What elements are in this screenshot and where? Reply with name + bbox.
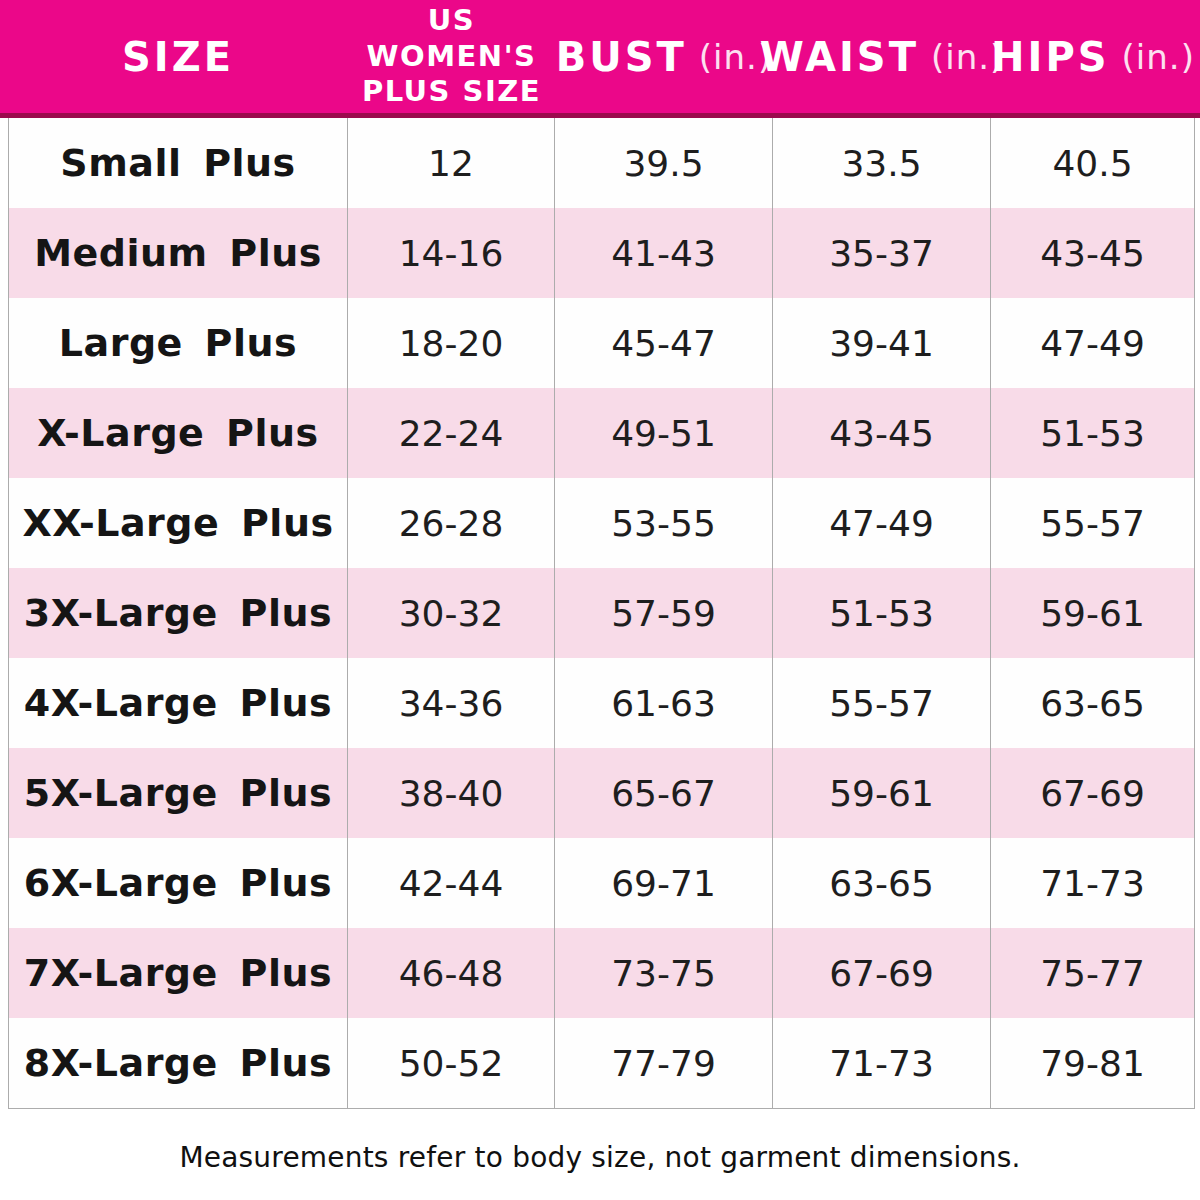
- table-row: 7X-Large Plus 46-48 73-75 67-69 75-77: [9, 928, 1194, 1018]
- table-row: 8X-Large Plus 50-52 77-79 71-73 79-81: [9, 1018, 1194, 1108]
- cell-bust: 77-79: [555, 1018, 773, 1108]
- cell-bust: 57-59: [555, 568, 773, 658]
- header-bust-unit: (in.): [699, 37, 772, 77]
- cell-hips: 47-49: [991, 298, 1194, 388]
- header-bust: BUST (in.): [555, 0, 773, 113]
- cell-size: X-Large Plus: [9, 388, 348, 478]
- cell-waist: 63-65: [773, 838, 991, 928]
- cell-waist: 71-73: [773, 1018, 991, 1108]
- cell-waist: 51-53: [773, 568, 991, 658]
- header-size-label: SIZE: [122, 34, 234, 80]
- table-row: Large Plus 18-20 45-47 39-41 47-49: [9, 298, 1194, 388]
- cell-size: Small Plus: [9, 118, 348, 208]
- cell-hips: 63-65: [991, 658, 1194, 748]
- cell-size: XX-Large Plus: [9, 478, 348, 568]
- cell-us-plus-size: 34-36: [348, 658, 555, 748]
- cell-waist: 67-69: [773, 928, 991, 1018]
- cell-hips: 67-69: [991, 748, 1194, 838]
- cell-hips: 75-77: [991, 928, 1194, 1018]
- cell-us-plus-size: 42-44: [348, 838, 555, 928]
- cell-size: 8X-Large Plus: [9, 1018, 348, 1108]
- cell-hips: 55-57: [991, 478, 1194, 568]
- cell-hips: 71-73: [991, 838, 1194, 928]
- cell-bust: 45-47: [555, 298, 773, 388]
- cell-us-plus-size: 46-48: [348, 928, 555, 1018]
- cell-bust: 61-63: [555, 658, 773, 748]
- table-row: X-Large Plus 22-24 49-51 43-45 51-53: [9, 388, 1194, 478]
- header-hips: HIPS (in.): [991, 0, 1195, 113]
- header-bust-label: BUST: [556, 34, 687, 80]
- header-waist: WAIST (in.): [773, 0, 991, 113]
- table-row: XX-Large Plus 26-28 53-55 47-49 55-57: [9, 478, 1194, 568]
- cell-us-plus-size: 18-20: [348, 298, 555, 388]
- cell-waist: 33.5: [773, 118, 991, 208]
- cell-bust: 73-75: [555, 928, 773, 1018]
- cell-us-plus-size: 38-40: [348, 748, 555, 838]
- header-us-plus-size-label: US WOMEN'S PLUS SIZE: [348, 3, 555, 109]
- table-row: 5X-Large Plus 38-40 65-67 59-61 67-69: [9, 748, 1194, 838]
- cell-size: 6X-Large Plus: [9, 838, 348, 928]
- cell-size: Medium Plus: [9, 208, 348, 298]
- cell-us-plus-size: 14-16: [348, 208, 555, 298]
- cell-bust: 69-71: [555, 838, 773, 928]
- header-size: SIZE: [8, 0, 348, 113]
- cell-waist: 43-45: [773, 388, 991, 478]
- cell-us-plus-size: 30-32: [348, 568, 555, 658]
- cell-us-plus-size: 22-24: [348, 388, 555, 478]
- header-us-plus-size: US WOMEN'S PLUS SIZE: [348, 0, 555, 113]
- table-body: Small Plus 12 39.5 33.5 40.5 Medium Plus…: [8, 118, 1195, 1109]
- cell-hips: 59-61: [991, 568, 1194, 658]
- cell-bust: 41-43: [555, 208, 773, 298]
- table-row: Small Plus 12 39.5 33.5 40.5: [9, 118, 1194, 208]
- cell-bust: 49-51: [555, 388, 773, 478]
- cell-bust: 39.5: [555, 118, 773, 208]
- cell-waist: 35-37: [773, 208, 991, 298]
- cell-size: 4X-Large Plus: [9, 658, 348, 748]
- cell-waist: 47-49: [773, 478, 991, 568]
- table-row: 4X-Large Plus 34-36 61-63 55-57 63-65: [9, 658, 1194, 748]
- cell-hips: 51-53: [991, 388, 1194, 478]
- cell-us-plus-size: 50-52: [348, 1018, 555, 1108]
- header-hips-label: HIPS: [991, 34, 1109, 80]
- cell-waist: 55-57: [773, 658, 991, 748]
- cell-us-plus-size: 26-28: [348, 478, 555, 568]
- header-waist-label: WAIST: [760, 34, 919, 80]
- cell-waist: 59-61: [773, 748, 991, 838]
- cell-hips: 79-81: [991, 1018, 1194, 1108]
- cell-size: 5X-Large Plus: [9, 748, 348, 838]
- table-header-row: SIZE US WOMEN'S PLUS SIZE BUST (in.) WAI…: [0, 0, 1200, 118]
- cell-hips: 43-45: [991, 208, 1194, 298]
- cell-waist: 39-41: [773, 298, 991, 388]
- table-row: 3X-Large Plus 30-32 57-59 51-53 59-61: [9, 568, 1194, 658]
- table-row: 6X-Large Plus 42-44 69-71 63-65 71-73: [9, 838, 1194, 928]
- cell-bust: 53-55: [555, 478, 773, 568]
- header-hips-unit: (in.): [1122, 37, 1195, 77]
- measurement-footnote: Measurements refer to body size, not gar…: [0, 1141, 1200, 1174]
- cell-size: Large Plus: [9, 298, 348, 388]
- header-waist-unit: (in.): [931, 37, 1004, 77]
- size-chart: SIZE US WOMEN'S PLUS SIZE BUST (in.) WAI…: [0, 0, 1200, 1200]
- cell-size: 3X-Large Plus: [9, 568, 348, 658]
- cell-us-plus-size: 12: [348, 118, 555, 208]
- cell-size: 7X-Large Plus: [9, 928, 348, 1018]
- cell-bust: 65-67: [555, 748, 773, 838]
- table-row: Medium Plus 14-16 41-43 35-37 43-45: [9, 208, 1194, 298]
- cell-hips: 40.5: [991, 118, 1194, 208]
